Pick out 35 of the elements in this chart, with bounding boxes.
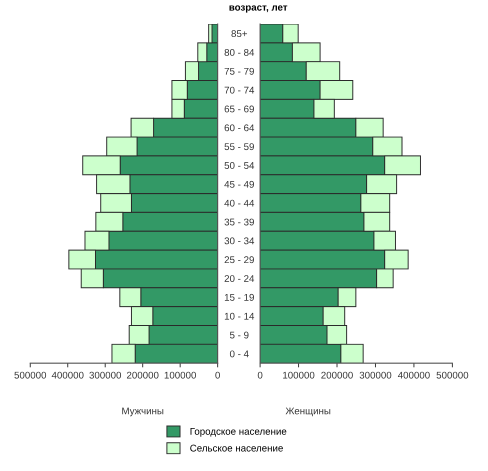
x-tick-label: 200000 (126, 372, 159, 379)
y-tick-label: 25 - 29 (224, 256, 254, 264)
y-tick-label: 65 - 69 (224, 106, 254, 112)
y-tick-label: 0 - 4 (230, 350, 249, 358)
y-tick-label: 50 - 54 (224, 162, 254, 169)
y-tick-label: 35 - 39 (224, 218, 254, 226)
legend-label: Сельское население (190, 444, 283, 452)
x-tick-label: 500000 (14, 372, 46, 379)
x-tick-label: 300000 (89, 372, 122, 379)
y-tick-label: 15 - 19 (224, 294, 254, 301)
x-tick-label: 100000 (164, 372, 196, 379)
y-tick-label: 55 - 59 (224, 143, 254, 150)
y-tick-label: 40 - 44 (224, 200, 254, 207)
legend-label: Городское население (190, 428, 286, 437)
x-axis-title: Женщины (286, 408, 330, 416)
y-tick-label: 70 - 74 (224, 86, 254, 94)
x-tick-label: 0 (258, 372, 262, 379)
y-tick-label: 10 - 14 (224, 312, 254, 320)
y-axis-title: возраст, лет (229, 5, 288, 13)
y-tick-label: 85+ (231, 30, 248, 38)
y-tick-label: 60 - 64 (224, 124, 254, 132)
x-tick-label: 200000 (321, 372, 353, 379)
x-tick-label: 400000 (52, 372, 84, 379)
y-tick-label: 30 - 34 (224, 237, 254, 244)
x-axis-title: Мужчины (122, 408, 164, 416)
y-tick-label: 5 - 9 (230, 332, 249, 338)
x-tick-label: 0 (215, 372, 220, 379)
y-tick-label: 80 - 84 (224, 49, 254, 56)
y-tick-label: 75 - 79 (224, 68, 254, 75)
x-tick-label: 400000 (398, 372, 430, 379)
y-tick-label: 45 - 49 (224, 180, 254, 188)
x-tick-label: 500000 (436, 372, 468, 379)
x-tick-label: 300000 (360, 372, 392, 379)
x-tick-label: 100000 (283, 372, 314, 379)
y-tick-label: 20 - 24 (224, 275, 254, 282)
